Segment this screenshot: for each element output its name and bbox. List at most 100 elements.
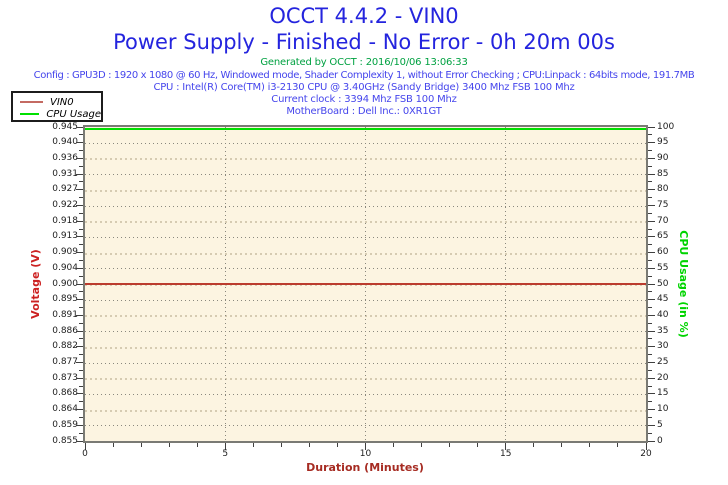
y-axis-right-tick-minor <box>648 165 652 167</box>
y-axis-right-tick-major <box>648 236 655 238</box>
y-axis-left-tick-minor <box>79 432 83 434</box>
y-axis-left-tick-major <box>76 314 83 316</box>
y-axis-right-tick-label: 70 <box>657 215 669 226</box>
y-axis-right-tick-major <box>648 440 655 442</box>
x-axis-tick-major <box>224 443 226 450</box>
y-axis-right-tick-label: 40 <box>657 309 669 320</box>
x-axis-tick-minor <box>561 443 563 447</box>
y-axis-left-tick-major <box>76 346 83 348</box>
report-subtitle: Power Supply - Finished - No Error - 0h … <box>113 30 615 54</box>
y-axis-left-tick-label: 0.904 <box>52 262 78 273</box>
y-axis-right-tick-major <box>648 267 655 269</box>
y-axis-left-tick-major <box>76 299 83 301</box>
x-axis-tick-minor <box>449 443 451 447</box>
y-axis-left-tick-major <box>76 173 83 175</box>
y-axis-right-tick-major <box>648 346 655 348</box>
x-axis-tick-label: 0 <box>82 449 88 459</box>
x-axis-tick-label: 15 <box>500 449 512 459</box>
y-axis-left-tick-major <box>76 157 83 159</box>
y-axis-right-tick-minor <box>648 197 652 199</box>
y-axis-right-tick-major <box>648 393 655 395</box>
y-axis-right-tick-minor <box>648 259 652 261</box>
y-axis-right-tick-minor <box>648 354 652 356</box>
y-axis-right-tick-minor <box>648 401 652 403</box>
x-axis-tick-major <box>84 443 86 450</box>
y-axis-left-tick-label: 0.909 <box>52 247 78 258</box>
y-axis-left-tick-minor <box>79 369 83 371</box>
y-axis-right-tick-label: 80 <box>657 184 669 195</box>
generated-line: Generated by OCCT : 2016/10/06 13:06:33 <box>260 57 468 68</box>
y-axis-right-tick-minor <box>648 244 652 246</box>
y-axis-right-tick-minor <box>648 307 652 309</box>
y-axis-right-tick-minor <box>648 275 652 277</box>
y-axis-left-tick-label: 0.891 <box>52 309 78 320</box>
y-axis-left-tick-minor <box>79 354 83 356</box>
x-axis-tick-label: 20 <box>640 449 652 459</box>
y-axis-right-tick-minor <box>648 291 652 293</box>
x-axis-tick-minor <box>533 443 535 447</box>
y-axis-left-tick-minor <box>79 416 83 418</box>
y-axis-left-tick-label: 0.859 <box>52 419 78 430</box>
series-line-cpu-usage <box>85 128 646 130</box>
y-axis-right-tick-minor <box>648 228 652 230</box>
y-axis-left-tick-major <box>76 283 83 285</box>
y-axis-right-tick-label: 5 <box>657 419 663 430</box>
motherboard-line: MotherBoard : Dell Inc.: 0XR1GT <box>286 106 442 117</box>
y-axis-right-tick-label: 75 <box>657 200 669 210</box>
y-axis-left-tick-major <box>76 236 83 238</box>
y-axis-left-tick-major <box>76 267 83 269</box>
y-axis-left-tick-minor <box>79 385 83 387</box>
y-axis-right-tick-label: 15 <box>657 388 669 399</box>
x-axis-tick-minor <box>336 443 338 447</box>
x-axis-tick-major <box>365 443 366 450</box>
y-axis-right-tick-minor <box>648 385 652 387</box>
config-line: Config : GPU3D : 1920 x 1080 @ 60 Hz, Wi… <box>33 70 695 81</box>
legend-item-cpu-usage: CPU Usage <box>20 108 101 120</box>
y-axis-right-tick-minor <box>648 338 652 340</box>
y-axis-left-tick-minor <box>79 181 83 183</box>
legend-label-vin0: VIN0 <box>50 96 74 108</box>
y-axis-right-tick-minor <box>648 134 652 136</box>
cpu-usage-line-swatch <box>20 113 40 115</box>
x-axis-tick-minor <box>196 443 198 447</box>
x-axis-tick-label: 5 <box>222 449 229 459</box>
y-axis-right-tick-major <box>648 314 655 316</box>
y-axis-right-tick-major <box>648 330 655 332</box>
y-axis-right-tick-minor <box>648 212 652 214</box>
y-axis-left-tick-major <box>76 142 83 144</box>
y-axis-right-tick-label: 90 <box>657 152 669 163</box>
y-axis-left-tick-label: 0.877 <box>52 357 78 367</box>
x-axis-tick-minor <box>617 443 619 447</box>
y-axis-left-tick-label: 0.886 <box>52 325 78 336</box>
y-axis-right-tick-minor <box>648 150 652 152</box>
y-axis-right-tick-label: 65 <box>657 231 669 242</box>
y-axis-left-tick-major <box>76 189 83 191</box>
y-axis-left-tick-label: 0.927 <box>52 184 78 195</box>
y-axis-left-tick-minor <box>79 134 83 136</box>
y-axis-right-tick-major <box>648 299 655 301</box>
y-axis-left-tick-label: 0.864 <box>52 404 78 415</box>
y-axis-right-tick-major <box>648 157 655 159</box>
x-axis-title: Duration (Minutes) <box>306 461 424 474</box>
y-axis-left-tick-label: 0.918 <box>52 215 78 226</box>
cpu-line: CPU : Intel(R) Core(TM) i3-2130 CPU @ 3.… <box>153 82 575 93</box>
x-axis-tick-minor <box>308 443 310 447</box>
y-axis-left-tick-label: 0.913 <box>52 231 78 242</box>
y-axis-left-tick-minor <box>79 259 83 261</box>
vin0-line-swatch <box>20 101 43 103</box>
x-axis-tick-major <box>645 443 647 450</box>
y-axis-left-tick-minor <box>79 212 83 214</box>
y-axis-left-tick-label: 0.882 <box>52 341 78 352</box>
y-axis-right-tick-major <box>648 377 655 379</box>
y-axis-right-tick-label: 10 <box>657 404 669 415</box>
y-axis-left-tick-major <box>76 440 83 442</box>
x-axis-tick-minor <box>112 443 114 447</box>
y-axis-right-tick-label: 35 <box>657 325 669 336</box>
x-axis-tick-minor <box>393 443 395 447</box>
x-axis-tick-minor <box>589 443 591 447</box>
y-axis-left-tick-label: 0.895 <box>52 294 78 305</box>
y-axis-right-tick-label: 100 <box>657 121 675 132</box>
y-axis-left-tick-label: 0.922 <box>52 200 78 210</box>
x-axis-tick-minor <box>421 443 423 447</box>
y-axis-right-tick-major <box>648 424 655 426</box>
